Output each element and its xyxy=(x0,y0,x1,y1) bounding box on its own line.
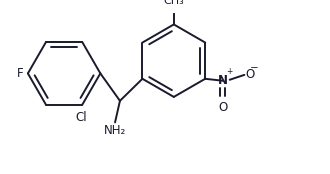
Text: −: − xyxy=(250,63,258,73)
Text: F: F xyxy=(17,67,24,80)
Text: O: O xyxy=(218,101,227,114)
Text: Cl: Cl xyxy=(76,111,87,124)
Text: CH₃: CH₃ xyxy=(163,0,184,6)
Text: N: N xyxy=(218,74,228,87)
Text: O: O xyxy=(246,68,255,81)
Text: +: + xyxy=(226,68,233,76)
Text: NH₂: NH₂ xyxy=(104,124,126,137)
